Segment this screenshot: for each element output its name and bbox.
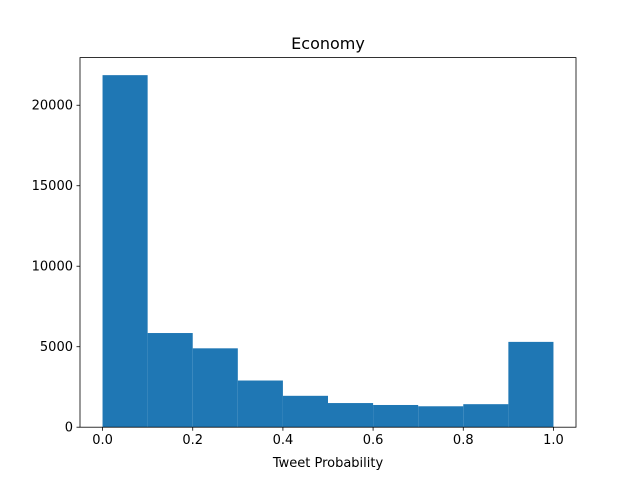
y-tick-label: 20000	[32, 99, 73, 114]
bar	[147, 333, 193, 428]
x-tick-label: 1.0	[543, 433, 564, 448]
y-tick-label: 0	[65, 421, 73, 436]
x-tick-label: 0.2	[182, 433, 203, 448]
bar	[463, 404, 509, 428]
bar	[418, 406, 464, 428]
x-tick-label: 0.6	[363, 433, 384, 448]
axes-frame	[79, 57, 577, 428]
x-axis-label: Tweet Probability	[272, 456, 384, 471]
bar	[373, 404, 419, 428]
x-tick-label: 0.0	[92, 433, 113, 448]
bar	[102, 75, 148, 428]
x-tick-label: 0.8	[453, 433, 474, 448]
y-tick-label: 10000	[32, 260, 73, 275]
bar	[192, 348, 238, 428]
y-tick-label: 5000	[40, 340, 73, 355]
y-tick-label: 15000	[32, 179, 73, 194]
chart-title: Economy	[291, 34, 365, 53]
bar	[508, 341, 554, 428]
x-tick-label: 0.4	[273, 433, 294, 448]
bar	[328, 403, 374, 428]
bar	[282, 395, 328, 428]
bar	[237, 380, 283, 428]
